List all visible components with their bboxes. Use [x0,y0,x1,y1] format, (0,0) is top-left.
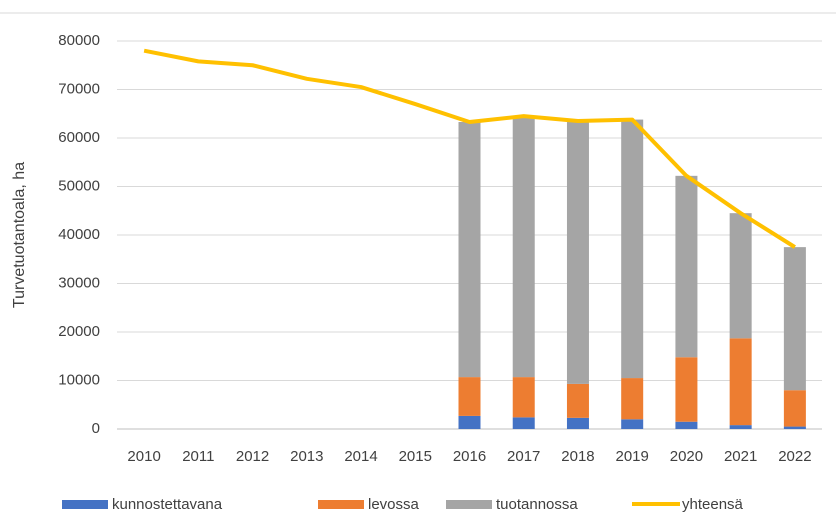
y-tick-label: 70000 [58,80,100,97]
bar-segment [512,377,535,418]
x-tick-label: 2016 [453,448,486,465]
x-tick-label: 2018 [561,448,594,465]
x-tick-label: 2021 [724,448,757,465]
bar-segment [566,121,589,384]
bar-segment [675,175,698,358]
y-tick-label: 30000 [58,274,100,291]
x-tick-label: 2012 [236,448,269,465]
y-axis-title: Turvetuotantoala, ha [11,162,28,308]
legend-label: kunnostettavana [112,496,223,513]
bar-segment [621,378,644,420]
bar-segment [783,247,806,391]
bar-segment [729,425,752,429]
bar-segment [458,377,481,416]
legend-label: tuotannossa [496,496,578,513]
y-tick-label: 10000 [58,371,100,388]
line [143,48,796,249]
legend-swatch [62,500,108,509]
legend-label: levossa [368,496,420,513]
y-tick-label: 20000 [58,323,100,340]
x-tick-label: 2019 [616,448,649,465]
y-tick-label: 0 [92,420,100,437]
x-tick-label: 2020 [670,448,703,465]
bar-segment [783,390,806,427]
bar-segment [512,417,535,429]
bar-segment [783,426,806,429]
x-tick-label: 2015 [399,448,432,465]
x-tick-label: 2013 [290,448,323,465]
x-tick-label: 2011 [182,448,214,465]
bar-segment [512,117,535,378]
bar-segment [729,338,752,426]
bar-segment [729,213,752,339]
x-tick-label: 2017 [507,448,540,465]
y-tick-label: 60000 [58,129,100,146]
legend-label: yhteensä [682,496,744,513]
bar-segment [566,383,589,418]
legend-swatch [446,500,492,509]
y-tick-label: 80000 [58,32,100,49]
legend-swatch [318,500,364,509]
bar-segment [621,119,644,379]
x-tick-label: 2014 [344,448,377,465]
bar-segment [675,421,698,429]
bar-segment [675,357,698,422]
x-tick-label: 2010 [127,448,160,465]
bar-segment [458,121,481,378]
y-tick-label: 40000 [58,226,100,243]
x-tick-label: 2022 [778,448,811,465]
bar-segment [566,417,589,429]
y-tick-label: 50000 [58,177,100,194]
bar-segment [621,419,644,429]
bar-segment [458,415,481,429]
